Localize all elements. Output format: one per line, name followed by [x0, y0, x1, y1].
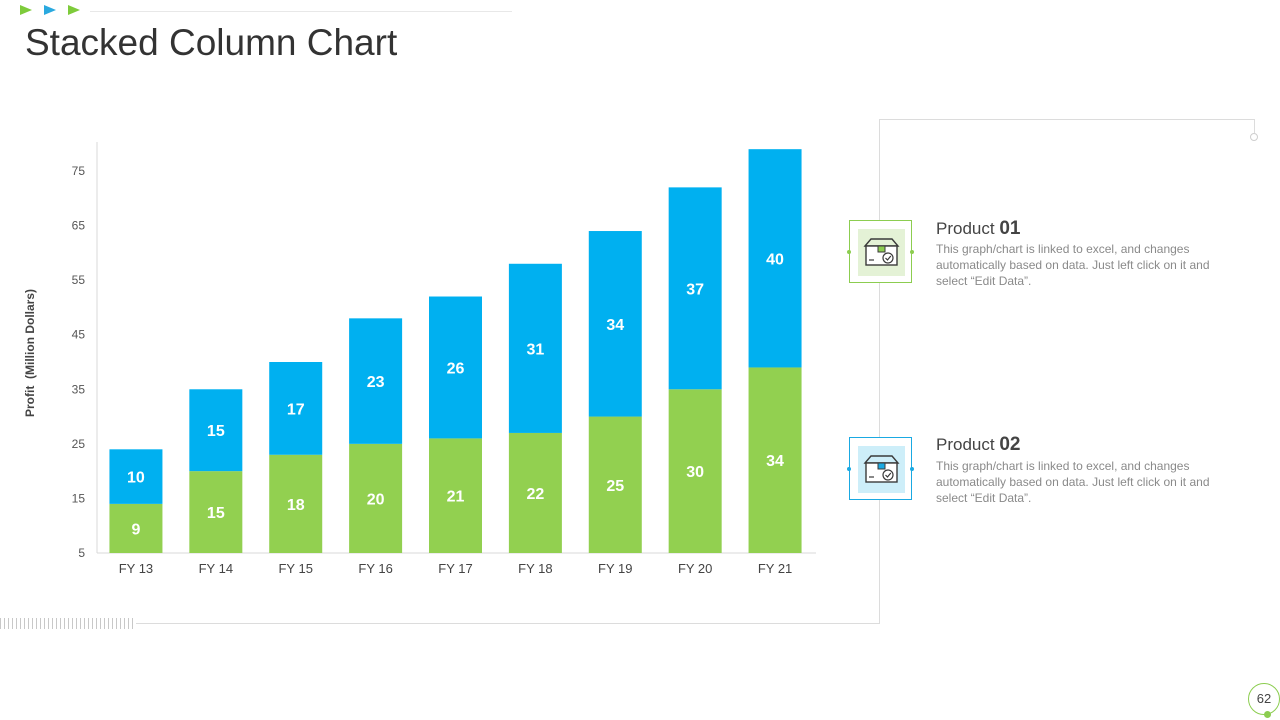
product-number: 02: [999, 434, 1021, 455]
y-tick-label: 75: [72, 164, 86, 178]
bar-product-02: [748, 149, 802, 368]
data-label: 17: [287, 401, 305, 418]
bar-product-01: [429, 438, 482, 553]
data-label: 31: [526, 341, 544, 358]
x-tick-label: FY 16: [358, 561, 392, 576]
page-title: Stacked Column Chart: [25, 22, 398, 63]
product-01-description: This graph/chart is linked to excel, and…: [936, 242, 1210, 288]
data-label: 34: [606, 317, 624, 334]
bar-product-02: [189, 389, 243, 472]
bar-product-02: [109, 449, 163, 504]
x-tick-label: FY 18: [518, 561, 552, 576]
x-tick-label: FY 14: [199, 561, 233, 576]
x-tick-label: FY 21: [758, 561, 792, 576]
arrow-icon: [68, 5, 80, 15]
product-02-icon: [847, 437, 914, 500]
product-label: Product: [936, 219, 1000, 238]
arrow-icon: [44, 5, 56, 15]
data-label: 22: [526, 486, 544, 503]
y-axis-label: Profit (Million Dollars): [23, 289, 37, 417]
arrow-icon: [20, 5, 32, 15]
data-label: 40: [766, 251, 784, 268]
frame-line: [879, 119, 1255, 120]
bar-product-01: [109, 503, 163, 553]
page-number: 62: [1248, 683, 1280, 715]
data-label: 18: [287, 497, 305, 514]
y-tick-label: 15: [72, 491, 86, 505]
y-tick-label: 65: [72, 219, 86, 233]
data-label: 23: [367, 374, 385, 391]
data-label: 15: [207, 505, 225, 522]
y-tick-label: 5: [78, 546, 85, 560]
product-label: Product: [936, 435, 1000, 454]
bar-product-01: [349, 443, 403, 553]
data-label: 21: [447, 489, 465, 506]
page-badge-dot: [1264, 711, 1271, 718]
bar-product-01: [668, 389, 722, 553]
frame-line: [136, 623, 880, 624]
bar-product-01: [269, 454, 323, 553]
x-tick-label: FY 13: [119, 561, 153, 576]
bar-product-02: [269, 362, 323, 455]
divider: [90, 11, 512, 12]
bar-product-02: [349, 318, 403, 444]
product-number: 01: [999, 218, 1021, 239]
x-tick-label: FY 15: [278, 561, 312, 576]
x-tick-label: FY 20: [678, 561, 712, 576]
data-label: 30: [686, 464, 704, 481]
bar-product-01: [189, 471, 243, 553]
x-tick-label: FY 17: [438, 561, 472, 576]
product-01-title: Product 01: [936, 218, 1020, 240]
x-tick-label: FY 19: [598, 561, 632, 576]
frame-line: [1254, 119, 1255, 133]
data-label: 34: [766, 453, 784, 470]
frame-line: [879, 119, 880, 624]
data-label: 10: [127, 470, 145, 487]
y-tick-label: 45: [72, 328, 86, 342]
data-label: 37: [686, 281, 704, 298]
data-label: 20: [367, 491, 385, 508]
data-label: 9: [131, 521, 140, 538]
product-02-description: This graph/chart is linked to excel, and…: [936, 459, 1210, 505]
bar-product-02: [429, 296, 482, 439]
bar-product-01: [588, 416, 642, 553]
frame-end-circle: [1250, 133, 1258, 141]
y-tick-label: 25: [72, 437, 86, 451]
product-01-icon: [847, 220, 914, 283]
box-check-icon: [863, 238, 900, 266]
y-tick-label: 35: [72, 382, 86, 396]
stacked-column-chart: Profit (Million Dollars) 5 15 25 35 45 55 65 75…: [23, 142, 816, 576]
bar-product-02: [668, 187, 722, 390]
bar-product-01: [748, 367, 802, 553]
decorative-arrows: [20, 5, 80, 15]
bar-product-02: [508, 263, 562, 433]
data-label: 15: [207, 423, 225, 440]
bar-product-02: [588, 231, 642, 417]
bar-product-01: [508, 432, 562, 553]
data-label: 25: [606, 478, 624, 495]
product-02-title: Product 02: [936, 434, 1020, 456]
decorative-hatch: [0, 618, 134, 629]
data-label: 26: [447, 360, 465, 377]
y-tick-label: 55: [72, 273, 86, 287]
box-check-icon: [863, 455, 900, 483]
